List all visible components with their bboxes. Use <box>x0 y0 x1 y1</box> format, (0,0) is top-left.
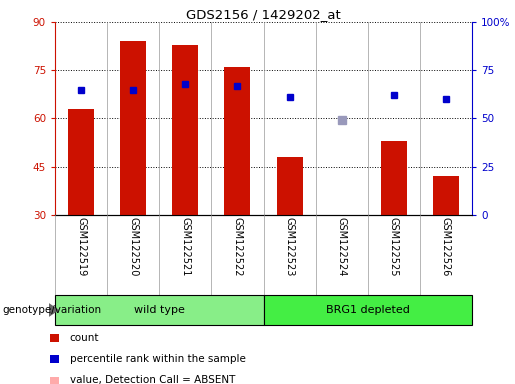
Text: BRG1 depleted: BRG1 depleted <box>326 305 410 315</box>
Text: GSM122520: GSM122520 <box>128 217 138 276</box>
Text: GSM122525: GSM122525 <box>389 217 399 276</box>
Text: GSM122519: GSM122519 <box>76 217 86 276</box>
Text: count: count <box>70 333 99 343</box>
Text: wild type: wild type <box>134 305 185 315</box>
Bar <box>50 377 59 384</box>
Text: GSM122521: GSM122521 <box>180 217 191 276</box>
Bar <box>55 295 264 325</box>
Polygon shape <box>49 303 59 317</box>
Bar <box>225 67 250 215</box>
Bar <box>381 141 407 215</box>
Text: GSM122523: GSM122523 <box>285 217 295 276</box>
Bar <box>277 157 303 215</box>
Text: genotype/variation: genotype/variation <box>3 305 101 315</box>
Text: GSM122526: GSM122526 <box>441 217 451 276</box>
Bar <box>120 41 146 215</box>
Bar <box>68 109 94 215</box>
Text: GSM122524: GSM122524 <box>337 217 347 276</box>
Text: percentile rank within the sample: percentile rank within the sample <box>70 354 246 364</box>
Bar <box>264 295 472 325</box>
Bar <box>173 45 198 215</box>
Bar <box>50 334 59 342</box>
Bar <box>50 356 59 363</box>
Bar <box>433 176 459 215</box>
Text: value, Detection Call = ABSENT: value, Detection Call = ABSENT <box>70 375 235 384</box>
Text: GSM122522: GSM122522 <box>232 217 243 276</box>
Title: GDS2156 / 1429202_at: GDS2156 / 1429202_at <box>186 8 341 21</box>
